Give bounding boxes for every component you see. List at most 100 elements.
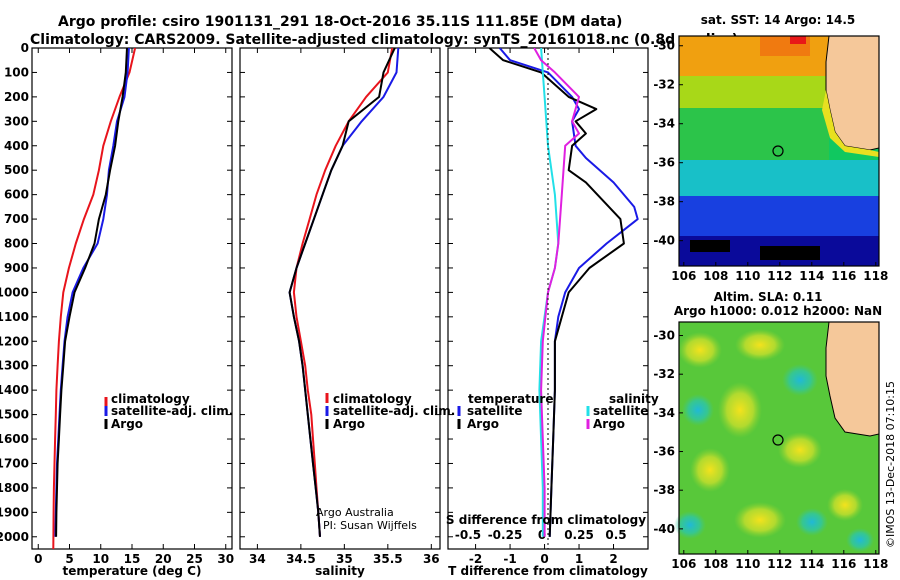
sla-high-blob [778,432,822,468]
sst-map [678,35,880,267]
y-tick-label: 1000 [0,285,29,299]
sla-high-blob [827,489,863,521]
legend-label-sal-argo: Argo [593,417,625,431]
y-tick-label: 1800 [0,481,29,495]
sst-coastal-warm [822,90,879,157]
y-tick-label: 1500 [0,408,29,422]
y-tick-label: 1100 [0,310,29,324]
sla-low-blob [846,528,874,552]
legend-label-satellite: satellite-adj. clim. [111,404,233,418]
series-line [533,48,580,537]
sla-map [674,321,880,555]
x-tick-label: 36 [423,552,440,566]
legend-label-temp-satellite: satellite [467,404,522,418]
map-lat-label: -34 [653,406,675,420]
difference-top-label: S difference from climatology [446,513,646,527]
sst-green-band [679,108,829,160]
sst-map-frame [678,35,880,267]
sla-float-marker [772,434,784,446]
salinity-panel-frame [239,47,441,550]
figure-title-line2: Climatology: CARS2009. Satellite-adjuste… [30,32,738,48]
sla-high-blob [735,329,785,361]
map-lat-label: -32 [653,78,675,92]
map-lon-label: 116 [831,557,856,571]
map-lon-label: 112 [767,269,792,283]
sst-blue-band [679,196,879,236]
sla-high-blob [690,448,730,492]
salinity-legend: climatology satellite-adj. clim. Argo Ar… [316,392,455,532]
difference-xlabel: T difference from climatology [448,564,648,578]
sla-map-frame [678,321,880,555]
x-tick-label: -1 [503,552,516,566]
map-lat-label: -34 [653,117,675,131]
legend-label-temp-argo: Argo [467,417,499,431]
series-line [52,48,137,549]
sla-map-title-line2: Argo h1000: 0.012 h2000: NaN [674,304,882,318]
sst-dark-patch [690,240,730,252]
sla-low-blob [674,511,706,539]
sst-float-marker [772,145,784,157]
x-tick-label: 10 [92,552,109,566]
sla-low-blob [682,394,714,426]
x-tick-label: 15 [124,552,141,566]
x-tick-label: 5 [65,552,73,566]
temperature-lines [52,48,137,549]
y-tick-label: 1600 [0,432,29,446]
map-lon-label: 116 [831,269,856,283]
x-tick-label: 2 [609,552,617,566]
series-line [288,48,400,537]
y-tick-label: 300 [4,114,29,128]
map-lon-label: 118 [863,269,888,283]
y-tick-label: 1200 [0,334,29,348]
sst-yellowgreen-band [679,76,829,108]
sst-map-ticks: 106 108 110 112 114 116 118 -30 -32 -34 -36 -38 -40 [653,39,888,283]
series-line [55,48,128,537]
sla-high-blob [734,502,786,538]
y-tick-label: 1300 [0,359,29,373]
map-lat-label: -36 [653,156,675,170]
top-x-tick-label: 0.5 [605,528,626,542]
x-tick-label: 20 [155,552,172,566]
series-line [488,48,625,537]
map-lat-label: -38 [653,195,675,209]
y-tick-label: 1400 [0,383,29,397]
map-lon-label: 110 [735,557,760,571]
sla-high-blob [718,382,762,438]
salinity-lines [288,48,400,537]
y-tick-label: 200 [4,90,29,104]
sla-mid-blob [761,456,789,484]
top-x-tick-label: -0.5 [455,528,481,542]
legend-label-argo: Argo [333,417,365,431]
y-tick-label: 400 [4,139,29,153]
map-lon-label: 108 [703,269,728,283]
sst-map-title: sat. SST: 14 Argo: 14.5 [701,13,855,27]
difference-legend: temperature satellite Argo salinity sate… [457,392,659,431]
map-lat-label: -30 [653,39,675,53]
legend-label-argo: Argo [111,417,143,431]
legend-label-climatology: climatology [111,392,190,406]
credit-line2: PI: Susan Wijffels [323,519,417,532]
sst-cyan-band [679,160,879,196]
y-tick-label: 500 [4,163,29,177]
map-lon-label: 106 [671,269,696,283]
y-tick-label: 800 [4,237,29,251]
sla-map-title-line1: Altim. SLA: 0.11 [714,290,823,304]
sla-low-blob [782,364,818,396]
x-tick-label: 30 [217,552,234,566]
map-lon-label: 114 [799,269,824,283]
map-lat-label: -40 [653,522,675,536]
difference-lines [488,48,639,537]
watermark: ©IMOS 13-Dec-2018 07:10:15 [884,381,897,548]
series-line [288,48,396,537]
legend-label-climatology: climatology [333,392,412,406]
map-lon-label: 110 [735,269,760,283]
y-tick-label: 1700 [0,456,29,470]
sla-low-blob [796,508,828,536]
map-lat-label: -40 [653,234,675,248]
sst-red-patch [790,36,806,44]
legend-label-sal-satellite: satellite [593,404,648,418]
figure-title-line1: Argo profile: csiro 1901131_291 18-Oct-2… [58,14,622,30]
sst-dark-patch-2 [760,246,820,260]
map-lat-label: -30 [653,329,675,343]
legend-label-satellite: satellite-adj. clim. [333,404,455,418]
